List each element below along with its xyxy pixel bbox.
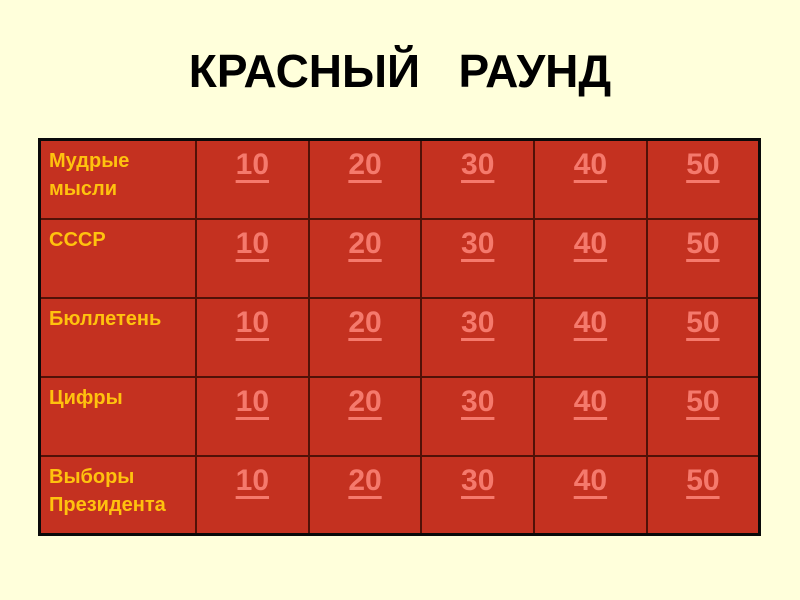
category-cell: Мудрые мысли	[38, 138, 197, 220]
question-link[interactable]: 40	[573, 305, 608, 339]
board-body: Мудрые мысли 10 20 30 40 50 СССР 10 20 30 40 50 Бюлл…	[38, 138, 761, 536]
category-cell: Бюллетень	[38, 296, 197, 378]
value-cell: 30	[420, 375, 536, 457]
board-row: Мудрые мысли 10 20 30 40 50	[38, 138, 761, 220]
value-cell: 40	[533, 217, 648, 299]
board-row: Выборы Президента 10 20 30 40 50	[38, 454, 761, 536]
question-link[interactable]: 30	[461, 148, 495, 181]
value-cell: 10	[195, 217, 310, 299]
question-link[interactable]: 10	[235, 305, 270, 339]
value-cell: 30	[420, 217, 536, 299]
value-cell: 20	[307, 296, 423, 378]
question-link[interactable]: 20	[348, 463, 382, 497]
value-cell: 20	[307, 217, 423, 299]
question-link[interactable]: 20	[348, 148, 382, 181]
category-cell: СССР	[38, 217, 197, 299]
question-link[interactable]: 30	[461, 384, 495, 418]
value-cell: 40	[533, 296, 648, 378]
question-link[interactable]: 40	[573, 463, 608, 497]
question-link[interactable]: 50	[686, 148, 720, 181]
board-row: СССР 10 20 30 40 50	[38, 217, 761, 299]
value-cell: 10	[195, 454, 310, 536]
question-link[interactable]: 40	[573, 148, 608, 181]
value-cell: 50	[645, 454, 761, 536]
value-cell: 20	[307, 138, 423, 220]
value-cell: 30	[420, 296, 536, 378]
value-cell: 30	[420, 138, 536, 220]
question-link[interactable]: 10	[235, 384, 270, 418]
question-link[interactable]: 40	[573, 384, 608, 418]
question-link[interactable]: 50	[686, 463, 720, 497]
value-cell: 40	[533, 375, 648, 457]
category-cell: Выборы Президента	[38, 454, 197, 536]
round-title: КРАСНЫЙ РАУНД	[188, 45, 612, 97]
question-link[interactable]: 50	[686, 226, 720, 260]
value-cell: 40	[533, 454, 648, 536]
game-board: Мудрые мысли 10 20 30 40 50 СССР 10 20 30 40 50 Бюлл…	[38, 138, 761, 536]
question-link[interactable]: 20	[348, 226, 382, 260]
value-cell: 10	[195, 138, 310, 220]
value-cell: 10	[195, 296, 310, 378]
question-link[interactable]: 20	[348, 305, 382, 339]
question-link[interactable]: 10	[235, 463, 270, 497]
value-cell: 50	[645, 138, 761, 220]
value-cell: 10	[195, 375, 310, 457]
value-cell: 50	[645, 296, 761, 378]
question-link[interactable]: 50	[686, 384, 720, 418]
value-cell: 20	[307, 375, 423, 457]
value-cell: 40	[533, 138, 648, 220]
question-link[interactable]: 10	[235, 148, 270, 181]
question-link[interactable]: 30	[461, 463, 495, 497]
category-cell: Цифры	[38, 375, 197, 457]
board-row: Бюллетень 10 20 30 40 50	[38, 296, 761, 378]
question-link[interactable]: 20	[348, 384, 382, 418]
value-cell: 20	[307, 454, 423, 536]
board-row: Цифры 10 20 30 40 50	[38, 375, 761, 457]
question-link[interactable]: 40	[573, 226, 608, 260]
value-cell: 50	[645, 217, 761, 299]
question-link[interactable]: 50	[686, 305, 720, 339]
value-cell: 30	[420, 454, 536, 536]
question-link[interactable]: 10	[235, 226, 270, 260]
value-cell: 50	[645, 375, 761, 457]
question-link[interactable]: 30	[461, 226, 495, 260]
question-link[interactable]: 30	[461, 305, 495, 339]
